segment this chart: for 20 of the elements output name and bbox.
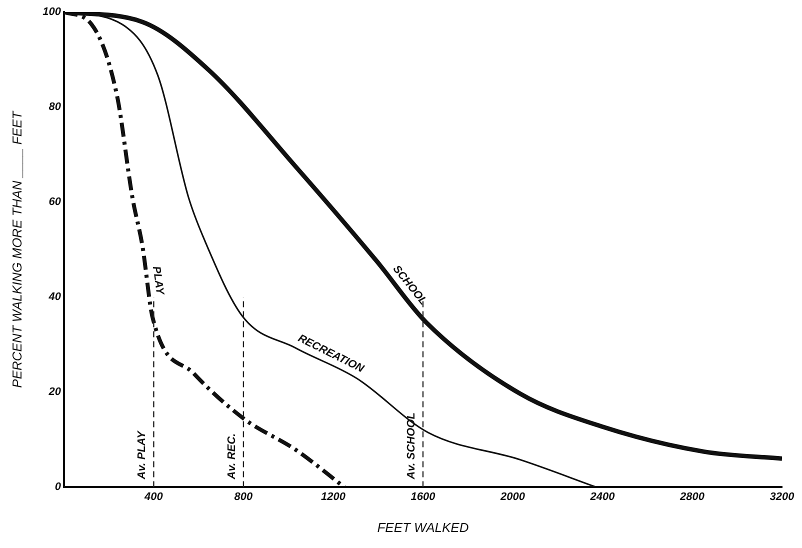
ref-line-label: Av. REC.	[226, 433, 238, 480]
y-tick-label: 20	[48, 386, 62, 398]
x-tick-label: 2400	[589, 490, 616, 503]
y-axis-title: PERCENT WALKING MORE THAN ____ FEET	[9, 110, 24, 388]
x-axis-title: FEET WALKED	[377, 520, 469, 535]
ref-line-label: Av. PLAY	[136, 429, 148, 480]
x-tick-label: 800	[234, 490, 254, 503]
x-tick-label: 400	[144, 490, 164, 503]
x-tick-label: 2000	[499, 490, 526, 503]
x-tick-label: 3200	[770, 490, 796, 503]
x-tick-label: 1200	[320, 490, 346, 503]
x-tick-label: 2800	[679, 490, 706, 503]
ref-line-label: Av. SCHOOL	[406, 412, 418, 480]
x-tick-label: 1600	[410, 490, 436, 503]
text: PLAY	[150, 266, 166, 298]
y-tick-label: 0	[54, 481, 62, 494]
y-tick-label: 60	[48, 196, 62, 208]
y-tick-label: 100	[42, 6, 62, 18]
y-tick-label: 40	[48, 291, 62, 304]
y-tick-label: 80	[48, 101, 62, 114]
